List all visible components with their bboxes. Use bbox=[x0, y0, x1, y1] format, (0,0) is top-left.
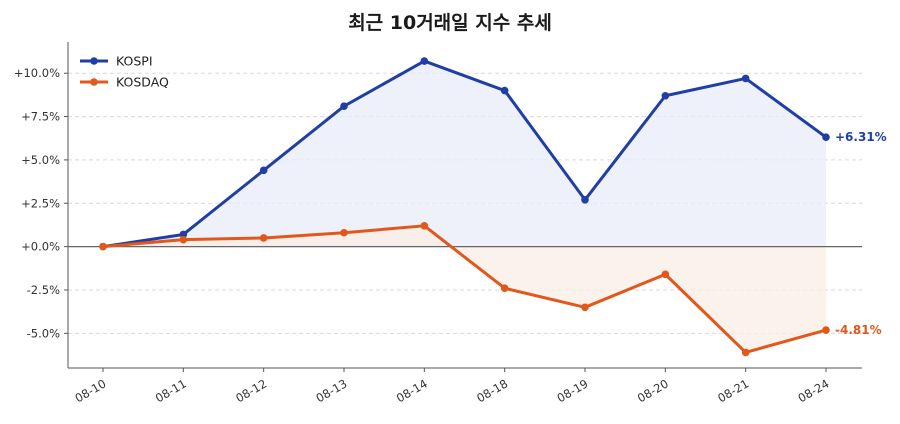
x-tick-label: 08-24 bbox=[796, 376, 832, 405]
data-point-kosdaq bbox=[822, 326, 830, 334]
x-tick-label: 08-10 bbox=[73, 376, 109, 405]
data-point-kosdaq bbox=[179, 235, 188, 244]
data-point-kospi bbox=[500, 86, 509, 95]
data-point-kospi bbox=[259, 166, 268, 175]
y-tick-label: +5.0% bbox=[21, 153, 60, 167]
x-tick-label: 08-18 bbox=[474, 376, 510, 405]
legend: KOSPI KOSDAQ bbox=[80, 54, 169, 90]
data-points bbox=[99, 57, 830, 357]
legend-label-kospi: KOSPI bbox=[116, 54, 153, 69]
data-point-kosdaq bbox=[420, 222, 429, 230]
series-areas bbox=[103, 61, 826, 353]
series-area-kosdaq bbox=[103, 225, 826, 353]
series-line-kospi bbox=[101, 59, 828, 249]
series-line-kosdaq bbox=[101, 224, 828, 354]
series-lines bbox=[101, 59, 828, 354]
chart-title: 최근 10거래일 지수 추세 bbox=[348, 12, 552, 34]
x-tick-label: 08-13 bbox=[314, 376, 350, 405]
series-area-kospi bbox=[103, 61, 826, 247]
axes bbox=[64, 42, 862, 372]
data-point-kospi bbox=[822, 133, 830, 141]
x-tick-label: 08-11 bbox=[153, 376, 189, 405]
data-point-kospi bbox=[420, 57, 429, 65]
data-point-kospi bbox=[340, 102, 348, 110]
y-tick-label: -2.5% bbox=[27, 283, 60, 297]
data-point-kosdaq bbox=[340, 228, 348, 237]
data-point-kosdaq bbox=[99, 242, 107, 251]
data-point-kosdaq bbox=[741, 348, 750, 357]
data-point-kospi bbox=[661, 91, 670, 100]
y-tick-label: +2.5% bbox=[21, 196, 60, 210]
end-value-label-kosdaq: -4.81% bbox=[835, 323, 882, 337]
data-point-kospi bbox=[581, 195, 589, 204]
data-point-kosdaq bbox=[661, 270, 670, 279]
x-tick-label: 08-12 bbox=[233, 376, 269, 405]
data-point-kospi bbox=[741, 74, 750, 83]
data-point-kosdaq bbox=[581, 303, 589, 312]
x-tick-label: 08-20 bbox=[635, 376, 671, 405]
end-value-label-kospi: +6.31% bbox=[835, 130, 887, 144]
y-tick-label: +0.0% bbox=[21, 240, 60, 254]
legend-marker-kosdaq bbox=[90, 78, 98, 86]
data-point-kospi bbox=[179, 230, 188, 239]
y-tick-label: +7.5% bbox=[21, 110, 60, 124]
data-point-kosdaq bbox=[500, 284, 509, 293]
x-tick-label: 08-21 bbox=[715, 376, 751, 405]
legend-label-kosdaq: KOSDAQ bbox=[116, 75, 169, 90]
x-tick-label: 08-19 bbox=[555, 376, 591, 405]
y-tick-label: +10.0% bbox=[14, 66, 60, 80]
legend-marker-kospi bbox=[90, 57, 98, 65]
x-tick-label: 08-14 bbox=[394, 376, 430, 405]
y-tick-label: -5.0% bbox=[27, 326, 60, 340]
data-point-kosdaq bbox=[259, 234, 268, 242]
